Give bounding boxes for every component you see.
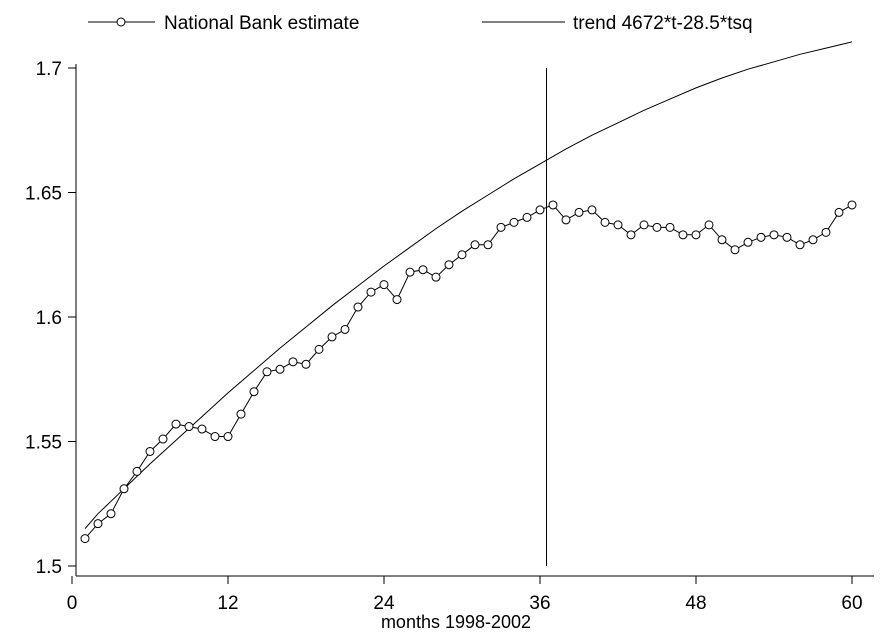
data-point-national-bank [535, 205, 545, 215]
x-tick-label: 24 [373, 593, 395, 614]
data-point-national-bank [314, 344, 324, 354]
data-point-national-bank [717, 235, 727, 245]
data-point-national-bank [353, 302, 363, 312]
data-point-national-bank [80, 534, 90, 544]
series-line-trend [84, 41, 853, 530]
x-ticks: 0 12 24 36 48 60 [67, 576, 863, 614]
data-point-national-bank [210, 432, 220, 442]
data-point-national-bank [197, 424, 207, 434]
y-ticks: 1.5 1.55 1.6 1.65 1.7 [25, 59, 76, 578]
plot-area [80, 41, 857, 566]
legend-label-national-bank: National Bank estimate [164, 13, 359, 34]
data-point-national-bank [756, 232, 766, 242]
data-point-national-bank [171, 419, 181, 429]
data-point-national-bank [639, 220, 649, 230]
data-point-national-bank [184, 422, 194, 432]
data-point-national-bank [275, 364, 285, 374]
x-tick-label: 48 [685, 593, 706, 614]
data-point-national-bank [795, 240, 805, 250]
x-tick-label: 60 [841, 593, 862, 614]
data-point-national-bank [327, 332, 337, 342]
data-point-national-bank [236, 409, 246, 419]
data-point-national-bank [704, 220, 714, 230]
data-point-national-bank [392, 295, 402, 305]
data-point-national-bank [574, 207, 584, 217]
series-line-national-bank [84, 204, 853, 539]
data-point-national-bank [782, 232, 792, 242]
data-point-national-bank [743, 237, 753, 247]
data-point-national-bank [288, 357, 298, 367]
data-point-national-bank [223, 432, 233, 442]
data-point-national-bank [119, 484, 129, 494]
data-point-national-bank [405, 267, 415, 277]
data-point-national-bank [93, 519, 103, 529]
data-point-national-bank [145, 446, 155, 456]
data-point-national-bank [457, 250, 467, 260]
legend-marker-national-bank [116, 17, 126, 27]
data-point-national-bank [587, 205, 597, 215]
data-point-national-bank [301, 359, 311, 369]
data-point-national-bank [613, 220, 623, 230]
data-point-national-bank [249, 387, 259, 397]
data-point-national-bank [808, 235, 818, 245]
data-point-national-bank [730, 245, 740, 255]
data-point-national-bank [548, 200, 558, 210]
y-tick-label: 1.6 [36, 308, 62, 329]
data-point-national-bank [821, 227, 831, 237]
data-point-national-bank [262, 367, 272, 377]
data-point-national-bank [522, 212, 532, 222]
data-point-national-bank [431, 272, 441, 282]
data-point-national-bank [834, 207, 844, 217]
legend-label-trend: trend 4672*t-28.5*tsq [573, 13, 753, 34]
data-point-national-bank [652, 222, 662, 232]
data-point-national-bank [340, 324, 350, 334]
data-point-national-bank [418, 265, 428, 275]
data-point-national-bank [665, 222, 675, 232]
data-point-national-bank [470, 240, 480, 250]
x-tick-label: 36 [529, 593, 550, 614]
data-point-national-bank [132, 466, 142, 476]
data-point-national-bank [626, 230, 636, 240]
y-tick-label: 1.55 [25, 433, 62, 454]
x-tick-label: 0 [67, 593, 78, 614]
data-point-national-bank [678, 230, 688, 240]
y-tick-label: 1.5 [36, 557, 62, 578]
data-point-national-bank [158, 434, 168, 444]
x-tick-label: 12 [217, 593, 238, 614]
data-point-national-bank [561, 215, 571, 225]
data-point-national-bank [509, 217, 519, 227]
data-point-national-bank [769, 230, 779, 240]
x-axis-title: months 1998-2002 [381, 612, 531, 632]
data-point-national-bank [366, 287, 376, 297]
y-tick-label: 1.65 [25, 184, 62, 205]
data-point-national-bank [106, 509, 116, 519]
y-tick-label: 1.7 [36, 59, 62, 80]
data-point-national-bank [379, 280, 389, 290]
data-point-national-bank [600, 217, 610, 227]
data-point-national-bank [444, 260, 454, 270]
data-point-national-bank [847, 200, 857, 210]
data-point-national-bank [496, 222, 506, 232]
legend: National Bank estimate trend 4672*t-28.5… [88, 13, 753, 34]
data-point-national-bank [483, 240, 493, 250]
data-point-national-bank [691, 230, 701, 240]
